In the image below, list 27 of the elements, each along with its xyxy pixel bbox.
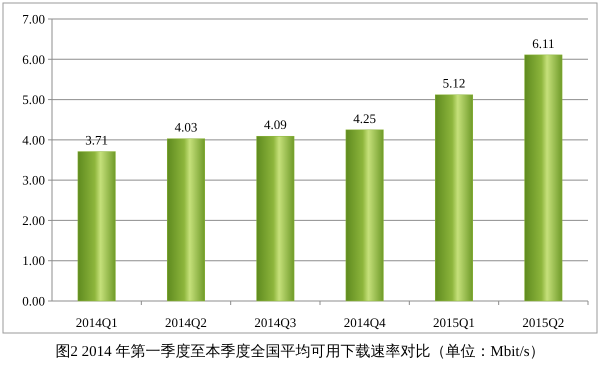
y-tick-label: 3.00 [22,172,45,188]
bar [256,136,294,302]
x-tick-label: 2014Q4 [344,315,386,330]
y-tick-label: 2.00 [22,212,45,228]
bar [346,130,384,302]
x-tick-label: 2014Q1 [76,315,118,330]
bar [524,54,562,302]
x-tick-label: 2015Q2 [522,315,564,330]
y-tick-label: 7.00 [22,12,45,26]
y-tick-label: 5.00 [22,92,45,108]
y-tick-label: 6.00 [22,52,45,67]
data-label: 5.12 [442,76,466,91]
x-tick-label: 2015Q1 [433,315,475,330]
y-tick-label: 1.00 [22,253,45,268]
data-label: 3.71 [85,132,108,148]
bar [78,151,116,302]
bar [166,138,206,302]
data-label: 4.25 [353,110,376,126]
caption: 图2 2014 年第一季度至本季度全国平均可用下载速率对比（单位：Mbit/s） [55,343,545,360]
x-tick-label: 2014Q2 [165,315,207,330]
y-tick-label: 0.00 [22,294,45,308]
bar [434,94,474,302]
data-label: 6.11 [532,36,554,51]
y-tick-label: 4.00 [22,132,45,148]
data-label: 4.09 [264,117,287,132]
data-label: 4.03 [174,120,198,135]
x-tick-label: 2014Q3 [254,315,296,330]
